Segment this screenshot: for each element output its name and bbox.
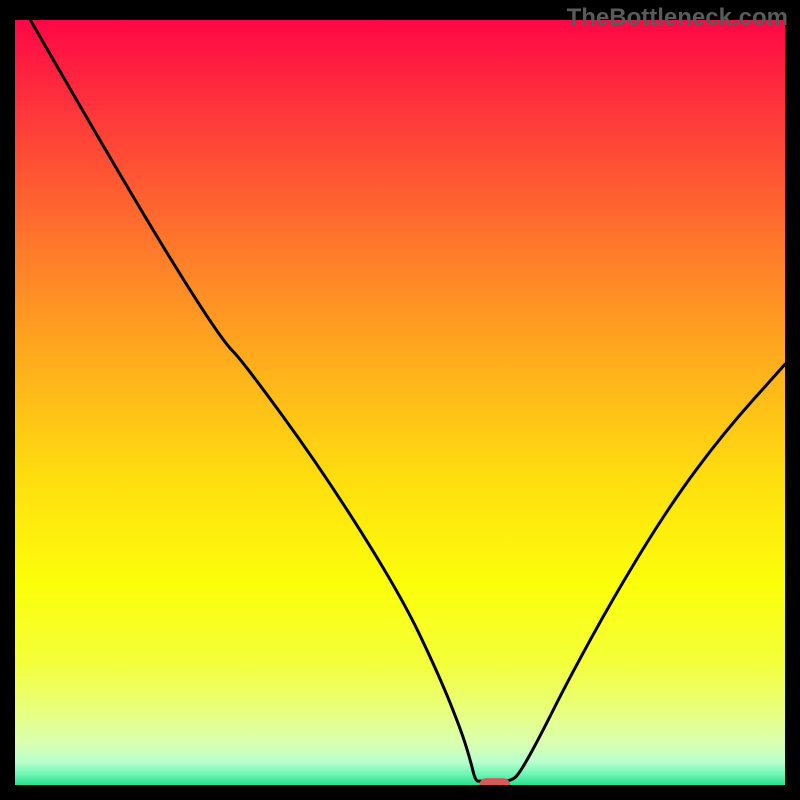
optimum-marker bbox=[479, 778, 510, 785]
chart-container: TheBottleneck.com bbox=[0, 0, 800, 800]
bottleneck-chart-svg bbox=[15, 20, 785, 785]
gradient-background bbox=[15, 20, 785, 785]
watermark-text: TheBottleneck.com bbox=[567, 4, 788, 32]
plot-area bbox=[15, 20, 785, 785]
